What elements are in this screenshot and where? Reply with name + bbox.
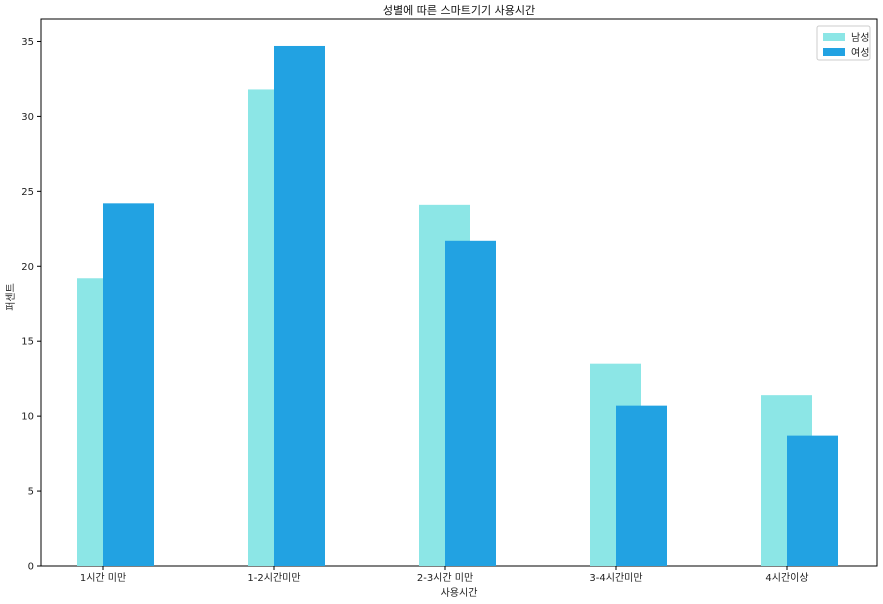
y-axis: 0 5 10 15 20 25 30 35 bbox=[21, 37, 41, 573]
x-tick-label: 3-4시간미만 bbox=[589, 572, 642, 584]
y-tick-label: 25 bbox=[21, 187, 34, 198]
bar-female-0 bbox=[103, 203, 154, 566]
y-tick-label: 20 bbox=[21, 262, 34, 273]
x-axis: 1시간 미만 1-2시간미만 2-3시간 미만 3-4시간미만 4시간이상 bbox=[80, 566, 809, 584]
y-tick-label: 5 bbox=[28, 487, 34, 498]
legend-label-male: 남성 bbox=[851, 32, 869, 44]
x-tick-label: 1-2시간미만 bbox=[247, 572, 300, 584]
x-axis-label: 사용시간 bbox=[441, 587, 478, 599]
chart-title: 성별에 따른 스마트기기 사용시간 bbox=[383, 4, 535, 17]
bar-female-3 bbox=[616, 405, 667, 566]
bar-female-4 bbox=[787, 435, 838, 566]
y-tick-label: 35 bbox=[21, 37, 34, 48]
legend-swatch-female bbox=[823, 48, 845, 56]
legend-swatch-male bbox=[823, 33, 845, 41]
x-tick-label: 4시간이상 bbox=[765, 572, 808, 584]
y-tick-label: 30 bbox=[21, 112, 34, 123]
y-tick-label: 15 bbox=[21, 337, 34, 348]
legend-label-female: 여성 bbox=[851, 47, 869, 59]
bar-female-1 bbox=[274, 45, 325, 566]
x-tick-label: 2-3시간 미만 bbox=[417, 572, 473, 584]
bars-group bbox=[77, 45, 838, 567]
y-axis-label: 퍼센트 bbox=[5, 283, 17, 311]
y-tick-label: 0 bbox=[28, 562, 34, 573]
y-tick-label: 10 bbox=[21, 412, 34, 423]
x-tick-label: 1시간 미만 bbox=[80, 572, 126, 584]
bar-female-2 bbox=[445, 240, 496, 567]
